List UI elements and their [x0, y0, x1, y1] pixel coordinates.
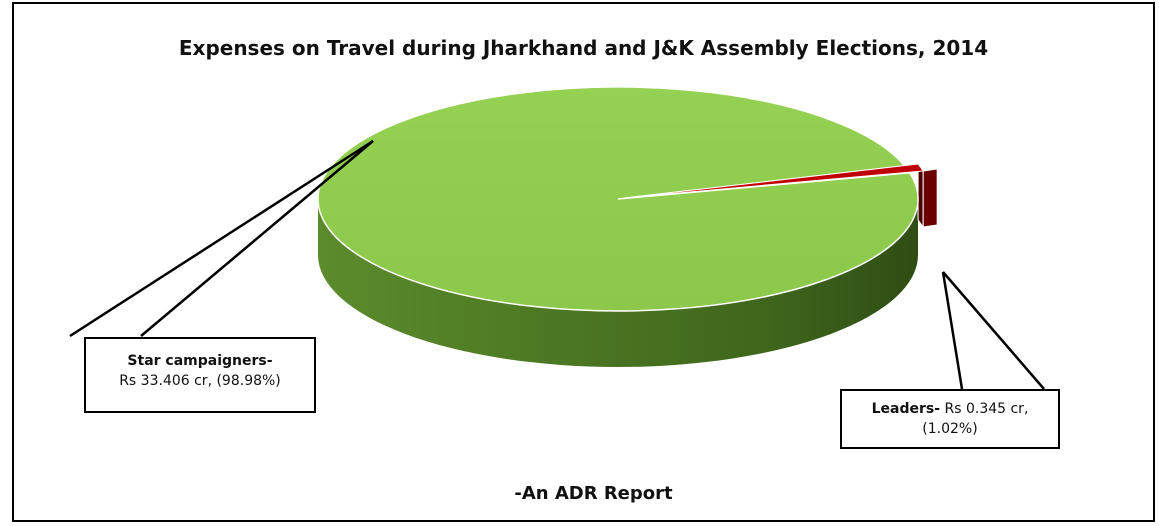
- star-campaigners-name: Star campaigners-: [127, 353, 273, 369]
- leaders-percent: (1.02%): [922, 421, 978, 438]
- slice-leaders-front: [922, 168, 938, 228]
- slice-leaders-side: [917, 162, 924, 229]
- leaders-label: Leaders- Rs 0.345 cr, (1.02%): [840, 389, 1060, 449]
- slice-star-campaigners-side: [318, 199, 918, 367]
- leaders-leader-line-1: [941, 271, 964, 390]
- chart-title: Expenses on Travel during Jharkhand and …: [178, 36, 989, 60]
- chart-frame: Expenses on Travel during Jharkhand and …: [12, 2, 1155, 522]
- star-campaigners-label: Star campaigners- Rs 33.406 cr, (98.98%): [84, 337, 316, 413]
- leaders-name: Leaders-: [871, 401, 941, 417]
- leaders-leader-line-2: [942, 271, 1045, 390]
- star-leader-line-2: [140, 140, 374, 337]
- pie-chart: [69, 86, 1045, 390]
- slice-star-campaigners: [317, 86, 919, 312]
- report-note: -An ADR Report: [514, 483, 673, 504]
- star-leader-line-1: [69, 139, 374, 338]
- star-campaigners-value: Rs 33.406 cr, (98.98%): [119, 373, 281, 390]
- slice-leaders: [631, 163, 925, 198]
- leaders-value: Rs 0.345 cr,: [944, 401, 1029, 417]
